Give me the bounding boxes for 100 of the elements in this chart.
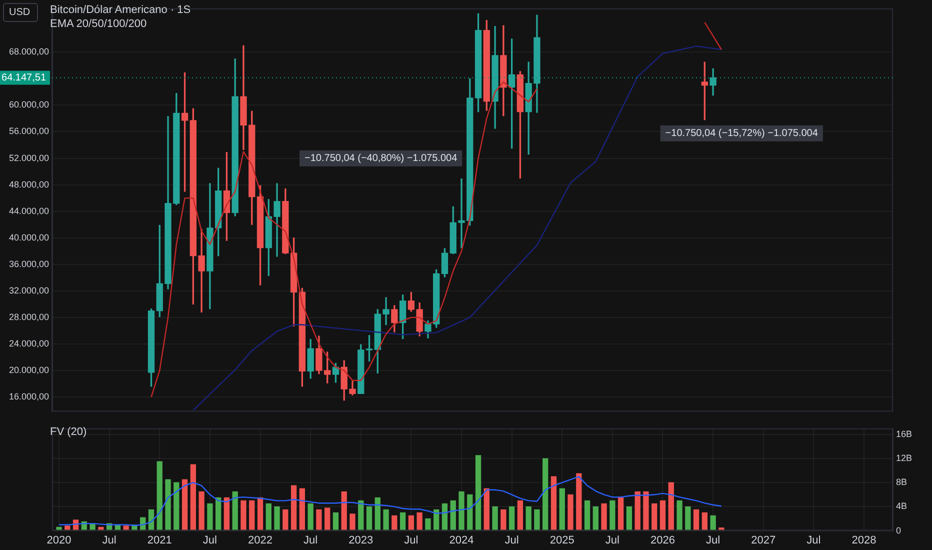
- bar: [517, 500, 524, 531]
- bar: [383, 509, 389, 531]
- bar: [660, 500, 666, 531]
- y-tick-label: 4B: [896, 501, 908, 512]
- bar: [668, 482, 674, 531]
- bar: [324, 508, 330, 531]
- y-tick-label: 32.000,00: [8, 285, 49, 296]
- bar: [492, 506, 498, 531]
- bar: [299, 488, 306, 531]
- bar: [693, 509, 700, 531]
- x-tick-label: Jul: [102, 534, 116, 546]
- bar: [249, 500, 255, 531]
- bar: [400, 512, 406, 531]
- bar: [710, 515, 716, 531]
- y-tick-label: 28.000,00: [8, 312, 49, 322]
- bar: [676, 500, 682, 531]
- bar: [475, 455, 482, 531]
- bar: [257, 497, 264, 531]
- bar: [341, 491, 347, 531]
- bar: [215, 497, 222, 531]
- bar: [626, 506, 632, 531]
- x-tick-label: 2028: [852, 534, 876, 546]
- bar: [592, 506, 598, 531]
- bar: [643, 491, 649, 531]
- y-tick-label: 44.000,00: [8, 206, 49, 216]
- bar: [366, 506, 372, 531]
- bar: [290, 485, 297, 531]
- bar: [685, 506, 691, 531]
- bar: [165, 479, 171, 531]
- bar: [467, 494, 473, 531]
- bar: [207, 503, 213, 531]
- bar: [610, 500, 616, 531]
- x-tick-label: Jul: [504, 534, 519, 546]
- bar: [634, 491, 640, 531]
- bar: [182, 479, 188, 531]
- bar: [316, 509, 322, 531]
- y-tick-label: 68.000,00: [8, 46, 49, 57]
- annotation: −10.750,04 (−15,72%) −1.075.004: [665, 128, 818, 140]
- bar: [568, 494, 574, 531]
- bar: [374, 497, 380, 531]
- bar: [534, 509, 540, 531]
- bar: [198, 491, 204, 531]
- text: EMA 20/50/100/200: [50, 18, 147, 30]
- chart-title: FV (20): [50, 426, 87, 438]
- x-tick-label: 2023: [348, 534, 374, 546]
- x-tick-label: 2025: [550, 534, 574, 546]
- bar: [442, 503, 448, 531]
- bar: [450, 500, 456, 531]
- bar: [266, 503, 272, 531]
- x-tick-label: 2022: [248, 534, 272, 546]
- x-tick-label: 2026: [650, 534, 675, 546]
- bar: [508, 506, 515, 531]
- y-tick-label: 12B: [896, 453, 912, 463]
- y-tick-label: 40.000,00: [8, 232, 49, 242]
- bar: [425, 518, 431, 531]
- bar: [652, 503, 658, 531]
- bar: [350, 514, 356, 531]
- x-tick-label: 2021: [147, 534, 172, 546]
- x-tick-label: 2027: [751, 534, 776, 546]
- y-tick-label: 60.000,00: [8, 100, 49, 110]
- bar: [308, 503, 314, 531]
- y-tick-label: 16B: [896, 428, 912, 439]
- x-tick-label: Jul: [404, 534, 418, 546]
- annotation: −10.750,04 (−40,80%) −1.075.004: [304, 153, 458, 164]
- bar: [274, 506, 280, 531]
- bar: [408, 515, 414, 531]
- bar: [358, 500, 364, 531]
- bar: [232, 491, 238, 531]
- bar: [618, 497, 624, 531]
- chart-title: Bitcoin/Dólar Americano · 1S: [50, 4, 191, 16]
- bar: [156, 461, 162, 531]
- bar: [576, 473, 582, 531]
- y-tick-label: 16.000,00: [8, 391, 49, 402]
- bar: [702, 512, 708, 531]
- bar: [584, 500, 590, 531]
- bar: [240, 500, 246, 531]
- x-tick-label: Jul: [202, 534, 217, 546]
- y-tick-label: 36.000,00: [8, 258, 49, 269]
- bar: [458, 491, 464, 531]
- y-axis-title: USD: [3, 3, 38, 22]
- bar: [542, 458, 548, 531]
- bar: [332, 512, 339, 531]
- bar: [190, 464, 196, 531]
- bar: [526, 506, 532, 531]
- bar: [601, 503, 607, 531]
- x-tick-label: Jul: [304, 534, 318, 546]
- x-tick-label: 2020: [46, 534, 72, 546]
- y-tick-label: 52.000,00: [8, 152, 49, 163]
- bar: [484, 488, 490, 531]
- y-tick-label: 20.000,00: [8, 364, 49, 375]
- x-tick-label: Jul: [706, 534, 720, 546]
- bar: [500, 509, 506, 531]
- x-tick-label: Jul: [605, 534, 620, 546]
- bar: [550, 476, 557, 531]
- bar: [559, 488, 565, 531]
- bar: [392, 515, 398, 531]
- y-tick-label: 56.000,00: [8, 126, 49, 136]
- x-tick-label: Jul: [806, 534, 821, 546]
- ref-line-label: 64.147,51: [2, 72, 46, 84]
- y-tick-label: 24.000,00: [8, 338, 49, 348]
